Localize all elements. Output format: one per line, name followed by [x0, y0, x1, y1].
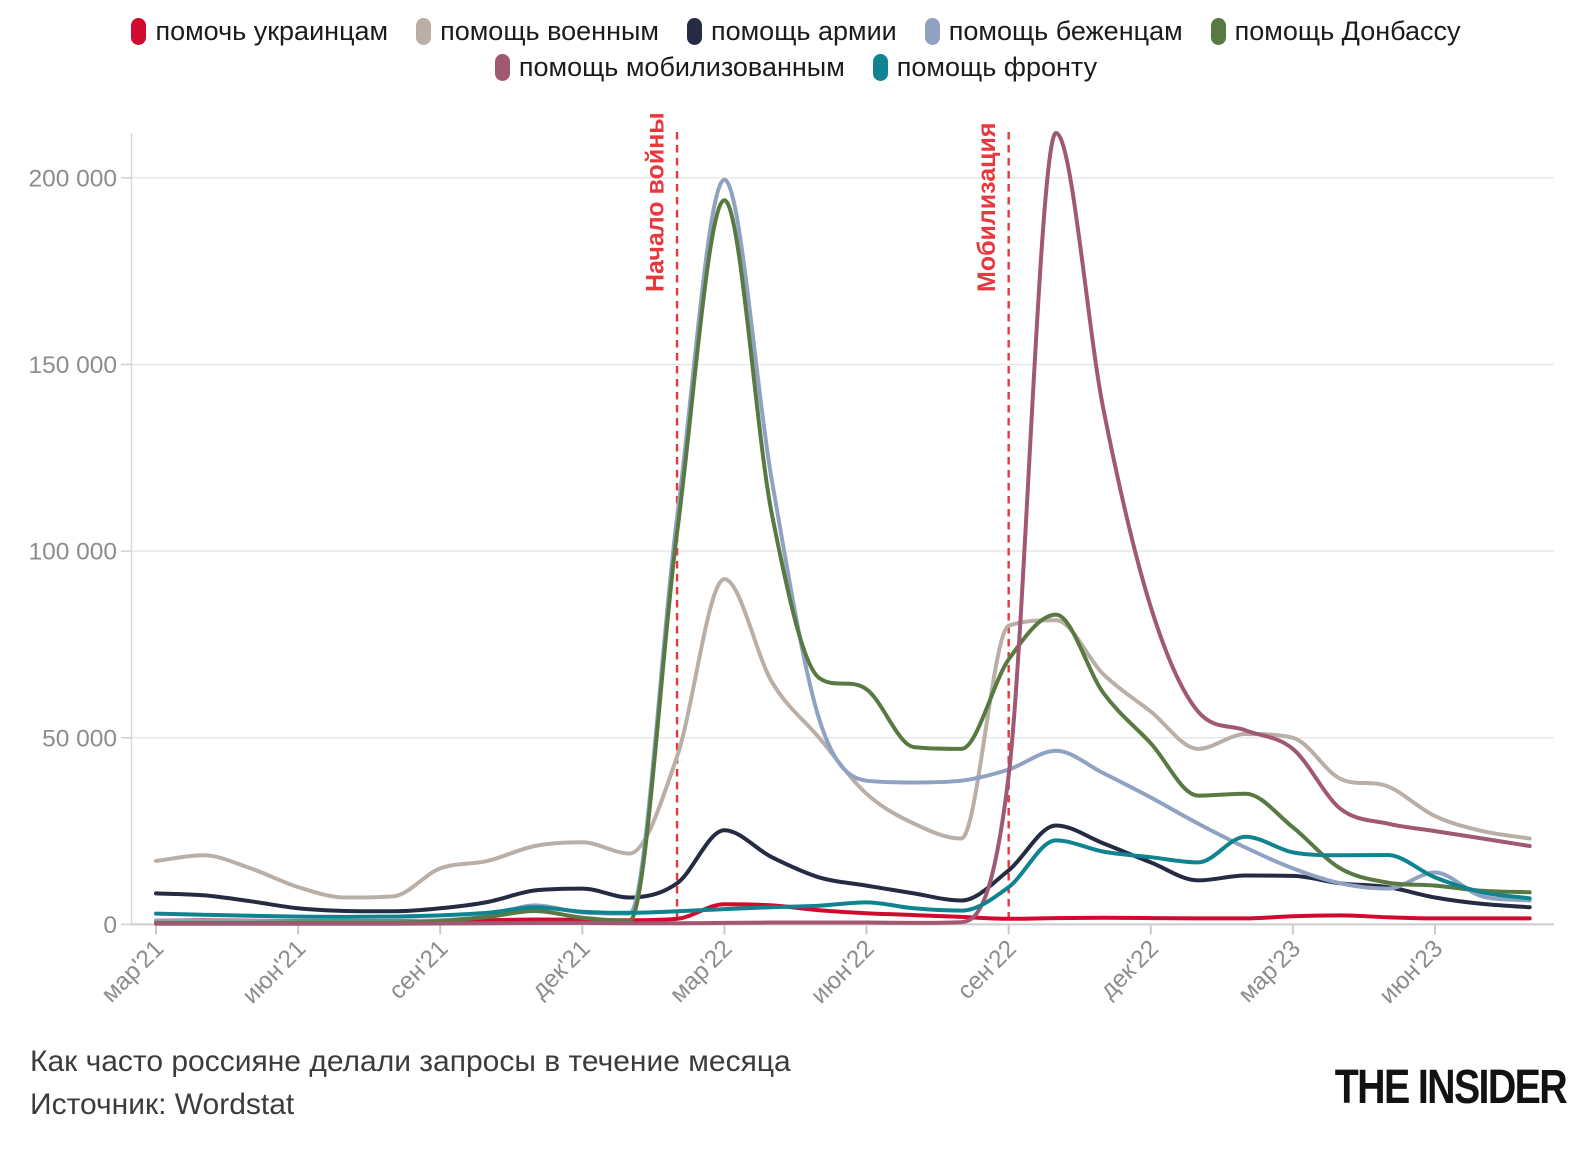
legend-item: помощь фронту — [872, 52, 1098, 83]
legend-swatch-icon — [416, 18, 432, 45]
chart-legend: помочь украинцам помощь военным помощь арм… — [0, 16, 1592, 83]
line-chart: 0 50 000 100 000 150 000 200 000 мар'21 июн'21… — [28, 112, 1554, 1009]
legend-swatch-icon — [872, 54, 888, 81]
legend-item: помощь армии — [686, 16, 897, 47]
legend-swatch-icon — [1210, 18, 1226, 45]
series-line-помощь армии — [154, 823, 1532, 914]
legend-label: помощь армии — [710, 16, 897, 46]
legend-label: помощь беженцам — [948, 16, 1183, 46]
y-axis-labels: 0 50 000 100 000 150 000 200 000 — [28, 165, 117, 939]
y-tick-label: 150 000 — [28, 352, 117, 379]
legend-label: помощь мобилизованным — [518, 52, 845, 82]
legend-swatch-icon — [131, 18, 147, 45]
x-tick-label: июн'22 — [806, 935, 880, 1009]
x-tick-label: дек'22 — [1095, 935, 1164, 1004]
legend-item: помочь украинцам — [131, 16, 388, 47]
legend-label: помощь Донбассу — [1234, 16, 1461, 46]
the-insider-logo: THE INSIDER — [1334, 1061, 1568, 1114]
legend-label: помощь военным — [440, 16, 659, 46]
series-line-помощь Донбассу — [154, 198, 1532, 925]
x-tick-label: мар'21 — [96, 935, 169, 1008]
annotation-label: Начало войны — [642, 112, 670, 292]
y-tick-label: 0 — [103, 912, 117, 939]
legend-item: помощь беженцам — [924, 16, 1183, 47]
x-tick-label: июн'21 — [237, 935, 311, 1009]
legend-item: помощь мобилизованным — [494, 52, 845, 83]
chart-footer: Как часто россияне делали запросы в тече… — [30, 1040, 791, 1126]
chart-title: Как часто россияне делали запросы в тече… — [30, 1045, 791, 1078]
legend-label: помочь украинцам — [155, 16, 389, 46]
legend-swatch-icon — [686, 18, 702, 45]
x-tick-label: мар'23 — [1233, 935, 1306, 1008]
x-tick-label: сен'21 — [384, 935, 454, 1005]
legend-row: помощь мобилизованным помощь фронту — [494, 52, 1098, 83]
y-tick-label: 100 000 — [28, 539, 117, 566]
legend-label: помощь фронту — [896, 52, 1098, 82]
gridlines — [121, 177, 1554, 926]
legend-row: помочь украинцам помощь военным помощь арм… — [131, 16, 1461, 47]
x-tick-label: июн'23 — [1374, 935, 1448, 1009]
x-tick-label: дек'21 — [527, 935, 596, 1004]
annotation-label: Мобилизация — [973, 123, 1001, 292]
legend-swatch-icon — [924, 18, 940, 45]
legend-swatch-icon — [494, 54, 510, 81]
series-line-помощь фронту — [154, 834, 1532, 919]
chart-source: Источник: Wordstat — [30, 1088, 295, 1121]
legend-item: помощь Донбассу — [1210, 16, 1461, 47]
y-tick-label: 200 000 — [28, 165, 117, 192]
y-tick-label: 50 000 — [42, 725, 117, 752]
x-tick-label: мар'22 — [665, 935, 738, 1008]
x-tick-label: сен'22 — [952, 935, 1022, 1005]
legend-item: помощь военным — [416, 16, 659, 47]
series-lines — [154, 131, 1532, 926]
series-line-помощь мобилизованным — [154, 131, 1532, 926]
x-axis-labels: мар'21 июн'21 сен'21 дек'21 мар'22 июн'22 сен'… — [96, 925, 1448, 1009]
